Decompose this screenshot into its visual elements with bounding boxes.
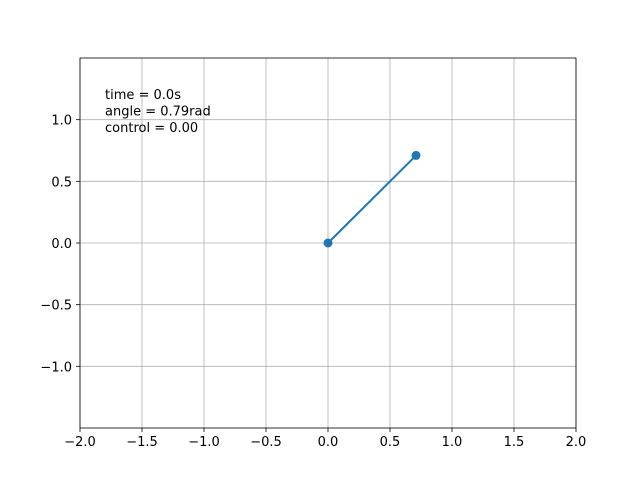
y-tick-label: 0.5 bbox=[51, 175, 72, 190]
y-tick-label: 1.0 bbox=[51, 114, 72, 129]
marker bbox=[411, 150, 421, 160]
x-tick-label: −0.5 bbox=[250, 435, 282, 450]
x-tick-label: 0.5 bbox=[380, 435, 401, 450]
x-tick-label: 2.0 bbox=[566, 435, 587, 450]
plot-frame bbox=[79, 57, 577, 429]
y-tick-label: 0.0 bbox=[51, 237, 72, 252]
line bbox=[327, 154, 417, 244]
x-tick-label: −1.0 bbox=[188, 435, 220, 450]
y-tick-label: −1.0 bbox=[40, 360, 72, 375]
annotation: time = 0.0s bbox=[105, 88, 181, 103]
annotation: control = 0.00 bbox=[105, 121, 198, 136]
x-tick-label: −2.0 bbox=[64, 435, 96, 450]
x-tick-label: 0.0 bbox=[318, 435, 339, 450]
annotation: angle = 0.79rad bbox=[105, 105, 211, 120]
x-tick-label: −1.5 bbox=[126, 435, 158, 450]
y-tick-label: −0.5 bbox=[40, 299, 72, 314]
marker bbox=[323, 238, 333, 248]
x-tick-label: 1.0 bbox=[442, 435, 463, 450]
x-tick-label: 1.5 bbox=[504, 435, 525, 450]
